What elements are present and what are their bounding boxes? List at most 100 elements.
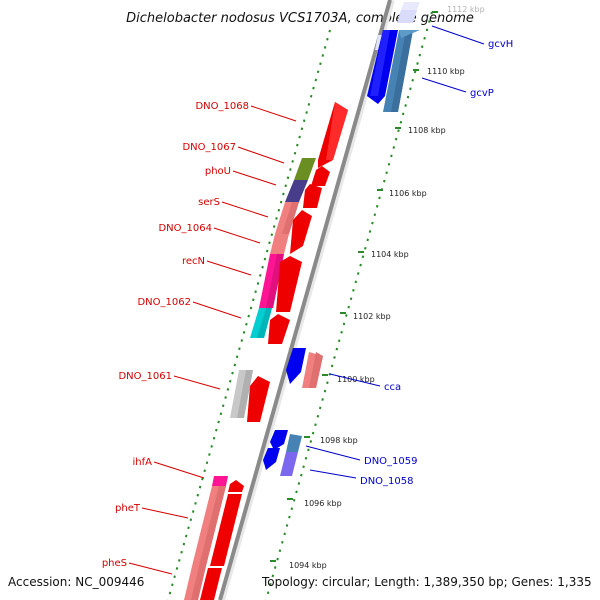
gene-recN[interactable] [259, 254, 284, 308]
left-guide-dot [256, 282, 260, 285]
accession-text: Accession: NC_009446 [8, 575, 144, 589]
gene-DNO_1058[interactable] [280, 452, 298, 476]
gene-DNO_1061[interactable] [230, 370, 253, 418]
left-guide-dot [233, 363, 237, 367]
dotted-guide-rings [166, 11, 433, 600]
label-gcvH[interactable]: gcvH [431, 25, 513, 50]
right-guide-dot [420, 45, 424, 49]
tick-label: 1098 kbp [320, 436, 358, 445]
right-guide-dot [399, 120, 403, 124]
left-guide-dot [268, 241, 271, 245]
right-guide-dot [345, 314, 348, 317]
left-guide-dot [326, 37, 329, 41]
right-guide-dot [385, 171, 388, 175]
gene-DNO_1064[interactable] [270, 234, 289, 254]
left-guide-dot [259, 274, 262, 277]
gene-pheS[interactable] [184, 562, 207, 600]
left-guide-dot [321, 54, 325, 57]
left-guide-dot [178, 559, 181, 562]
left-guide-dot [282, 192, 285, 196]
label-gcvP[interactable]: gcvP [421, 77, 494, 99]
left-guide-dot [242, 331, 246, 334]
left-guide-dot [171, 583, 174, 587]
label-ihfA[interactable]: ihfA [133, 457, 205, 479]
tick-label: 1104 kbp [371, 250, 409, 259]
tick-label: 1100 kbp [337, 375, 375, 384]
gene-label: DNO_1059 [364, 456, 418, 467]
label-DNO_1058[interactable]: DNO_1058 [309, 469, 414, 487]
left-guide-dot [309, 94, 313, 98]
gene-DNO_1059[interactable] [286, 434, 302, 452]
gene-phoU[interactable] [285, 180, 308, 202]
DNO_1059-blue-arrows[interactable] [263, 430, 288, 470]
label-DNO_1067[interactable]: DNO_1067 [182, 142, 285, 164]
right-guide-dot [278, 549, 282, 553]
left-guide-dot [208, 453, 211, 456]
right-guide-dot [418, 53, 422, 57]
right-guide-dot [354, 280, 358, 284]
left-guide-dot [270, 233, 274, 237]
label-pheT[interactable]: pheT [115, 503, 189, 519]
gene-label: ihfA [133, 457, 153, 468]
tick-1112: 1112 kbp [432, 5, 485, 14]
left-guide-dot [252, 298, 255, 302]
right-guide-dot [337, 339, 341, 343]
right-guide-dot [359, 263, 362, 267]
pheT-red-arrow[interactable] [200, 494, 242, 600]
gene-gcvP[interactable] [383, 30, 420, 112]
left-guide-dot [277, 208, 281, 212]
label-DNO_1059[interactable]: DNO_1059 [305, 445, 418, 467]
gene-label: cca [384, 382, 401, 393]
left-guide-dot [175, 567, 179, 570]
left-guide-dot [173, 575, 176, 579]
label-phoU[interactable]: phoU [205, 166, 277, 186]
right-guide-dot [321, 398, 324, 401]
right-guide-dot [349, 297, 353, 301]
label-cca[interactable]: cca [329, 373, 401, 393]
gene-DNO_1062[interactable] [250, 308, 272, 338]
left-guide-dot [217, 420, 220, 424]
label-DNO_1064[interactable]: DNO_1064 [158, 223, 261, 244]
left-guide-dot [312, 86, 315, 90]
left-guide-dot [247, 314, 250, 318]
right-guide-dot [428, 20, 431, 23]
ihfA-red-arrow[interactable] [228, 480, 244, 492]
tick-1100: 1100 kbp [322, 374, 375, 384]
label-serS[interactable]: serS [198, 197, 269, 218]
right-guide-dot [423, 36, 426, 40]
left-guide-dot [168, 591, 172, 595]
DNO_1061-red-arrow[interactable] [247, 376, 270, 422]
gene-pheT[interactable] [193, 486, 226, 562]
right-guide-dot [283, 532, 286, 536]
right-guide-dot [285, 524, 289, 527]
left-guide-dot [221, 404, 225, 408]
left-guide-dot [291, 160, 294, 163]
gene-label: DNO_1068 [195, 101, 249, 112]
tick-1106: 1106 kbp [377, 189, 427, 198]
right-guide-dot [394, 137, 398, 141]
gene-cca[interactable] [302, 352, 323, 388]
right-guide-dot [307, 448, 310, 452]
label-pheS[interactable]: pheS [102, 558, 173, 575]
left-guide-dot [238, 347, 241, 351]
gene-label: DNO_1062 [137, 297, 191, 308]
label-DNO_1062[interactable]: DNO_1062 [137, 297, 242, 319]
gene-serS[interactable] [275, 202, 299, 234]
gene-gcvH-arrow[interactable] [367, 30, 398, 104]
right-guide-dot [373, 213, 377, 217]
gene-label: pheS [102, 558, 127, 569]
label-DNO_1061[interactable]: DNO_1061 [118, 371, 221, 390]
cca-blue-arrow[interactable] [286, 348, 306, 384]
gene-DNO_1068[interactable] [318, 102, 348, 168]
cds-arrows-left-block[interactable] [268, 166, 330, 344]
label-recN[interactable]: recN [182, 256, 252, 276]
label-DNO_1068[interactable]: DNO_1068 [195, 101, 297, 122]
left-guide-dot [300, 127, 304, 131]
gene-label: DNO_1064 [158, 223, 212, 234]
right-guide-dot [406, 95, 410, 99]
right-guide-dot [281, 540, 284, 544]
gene-ihfA[interactable] [212, 476, 228, 486]
left-guide-dot [184, 534, 188, 538]
gene-DNO_1067[interactable] [294, 158, 316, 180]
